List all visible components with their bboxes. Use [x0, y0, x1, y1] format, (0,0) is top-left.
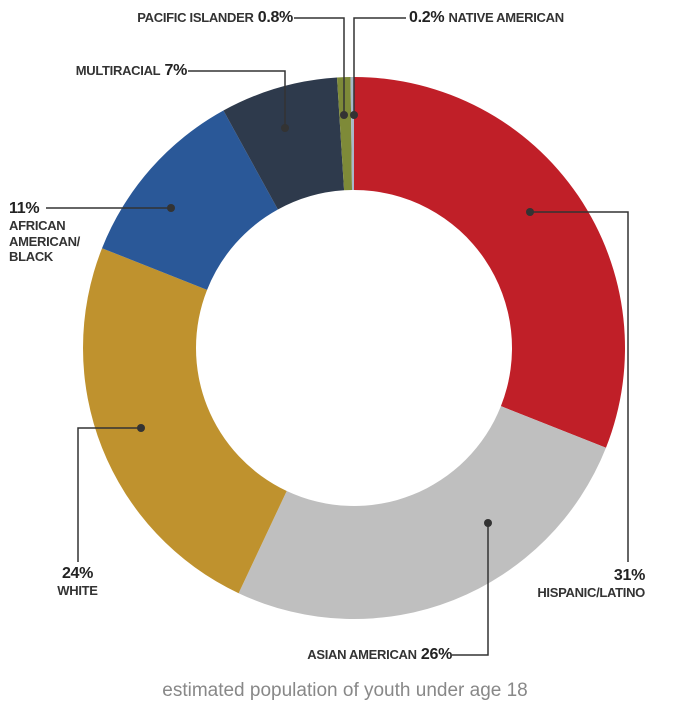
slice-label: ASIAN AMERICAN 26%: [307, 645, 452, 664]
category-label: NATIVE AMERICAN: [448, 10, 564, 25]
value-label: 26%: [420, 646, 452, 663]
slice-label: 11% AFRICAN AMERICAN/ BLACK: [9, 199, 109, 265]
category-label: AFRICAN AMERICAN/ BLACK: [9, 218, 80, 265]
leader-line: [452, 523, 489, 656]
category-label: WHITE: [57, 583, 98, 599]
value-label: 24%: [61, 565, 94, 582]
slice: [336, 77, 353, 191]
slice: [223, 77, 345, 210]
leader-line: [530, 211, 629, 562]
category-label: PACIFIC ISLANDER: [137, 10, 254, 25]
value-label: 0.8%: [257, 9, 294, 26]
slice: [238, 406, 606, 619]
slice-label: 0.2% NATIVE AMERICAN: [409, 8, 564, 27]
slice-label: MULTIRACIAL 7%: [75, 61, 188, 80]
leader-line: [77, 427, 141, 562]
slice: [83, 248, 287, 594]
value-label: 7%: [164, 62, 187, 79]
leader-dot: [526, 208, 534, 216]
leader-dot: [350, 111, 358, 119]
value-label: 11%: [9, 200, 40, 217]
leader-dot: [340, 111, 348, 119]
leader-line: [294, 17, 345, 115]
slice-label: 24% WHITE: [40, 564, 115, 599]
value-label: 0.2%: [409, 9, 445, 26]
slice: [102, 110, 278, 290]
slice-label: 31% HISPANIC/LATINO: [537, 566, 645, 601]
category-label: ASIAN AMERICAN: [307, 647, 417, 662]
leader-line: [188, 70, 286, 128]
leader-dot: [167, 204, 175, 212]
leader-dot: [484, 519, 492, 527]
slice: [350, 77, 354, 191]
value-label: 31%: [613, 567, 645, 584]
slice-label: PACIFIC ISLANDER 0.8%: [137, 8, 293, 27]
caption: estimated population of youth under age …: [162, 680, 528, 701]
category-label: MULTIRACIAL: [75, 63, 161, 78]
leader-dot: [281, 124, 289, 132]
slice: [354, 77, 625, 448]
leader-line: [353, 17, 406, 115]
category-label: HISPANIC/LATINO: [537, 585, 645, 601]
leader-dot: [137, 424, 145, 432]
